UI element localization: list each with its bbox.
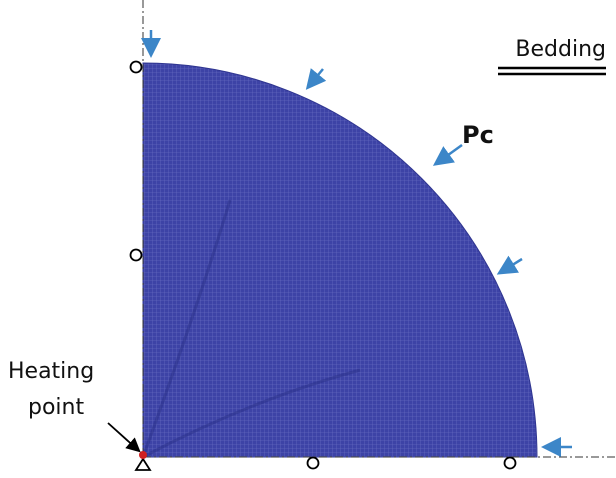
diagram: Bedding Pc Heating point: [0, 0, 616, 474]
pressure-label: Pc: [462, 121, 494, 149]
bedding-label: Bedding: [515, 37, 606, 62]
pin-support: [136, 459, 150, 470]
heating-label: Heating: [8, 359, 94, 384]
heating-pointer: [108, 423, 138, 450]
heating-point-marker: [139, 451, 147, 459]
heating-label: point: [28, 395, 84, 420]
